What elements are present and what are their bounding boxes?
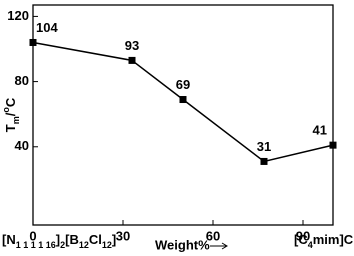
y-tick-label: 120 xyxy=(7,8,29,23)
y-axis-label-part: T xyxy=(3,124,18,132)
left-end-label-part: ] xyxy=(112,232,116,247)
x-tick-label: 90 xyxy=(296,228,310,243)
left-end-label-part: Cl xyxy=(89,232,102,247)
left-end-label-part: 12 xyxy=(102,240,112,250)
marker xyxy=(329,141,337,149)
x-tick-label: 60 xyxy=(206,228,220,243)
left-end-label-part: 2 xyxy=(60,240,65,250)
data-label: 93 xyxy=(125,38,139,53)
plot-frame xyxy=(32,4,334,226)
left-end-label-part: [N xyxy=(2,232,16,247)
arrow-head xyxy=(221,242,228,250)
right-end-label-part: mim]Cl xyxy=(313,232,354,247)
y-axis-label-part: C xyxy=(3,97,18,107)
marker xyxy=(29,38,37,46)
y-axis-label-part: / xyxy=(3,112,18,116)
x-axis-label: Weight% xyxy=(155,237,210,252)
x-tick-label: 30 xyxy=(116,228,130,243)
y-axis-label-part: m xyxy=(11,116,21,124)
data-label: 31 xyxy=(257,139,271,154)
marker xyxy=(128,56,136,64)
marker xyxy=(179,96,187,104)
left-end-label-part: [B xyxy=(65,232,79,247)
data-label: 69 xyxy=(176,77,190,92)
right-end-label: [C4mim]Cl xyxy=(294,232,354,250)
left-end-label-part: 12 xyxy=(79,240,89,250)
right-end-label-part: 4 xyxy=(308,240,313,250)
left-end-label-part: ] xyxy=(56,232,60,247)
data-label: 41 xyxy=(313,123,327,138)
y-axis-label-part: o xyxy=(1,107,11,113)
marker xyxy=(260,157,268,165)
right-end-label-part: [C xyxy=(294,232,308,247)
y-tick-label: 40 xyxy=(15,138,29,153)
y-axis-label: Tm/oC xyxy=(1,97,21,132)
left-end-label: [N1 1 1 1 16]2[B12Cl12] xyxy=(2,232,116,250)
x-tick-label: 0 xyxy=(29,228,36,243)
y-tick-label: 80 xyxy=(15,73,29,88)
left-end-label-part: 1 1 1 1 16 xyxy=(16,240,56,250)
data-label: 104 xyxy=(36,20,58,35)
